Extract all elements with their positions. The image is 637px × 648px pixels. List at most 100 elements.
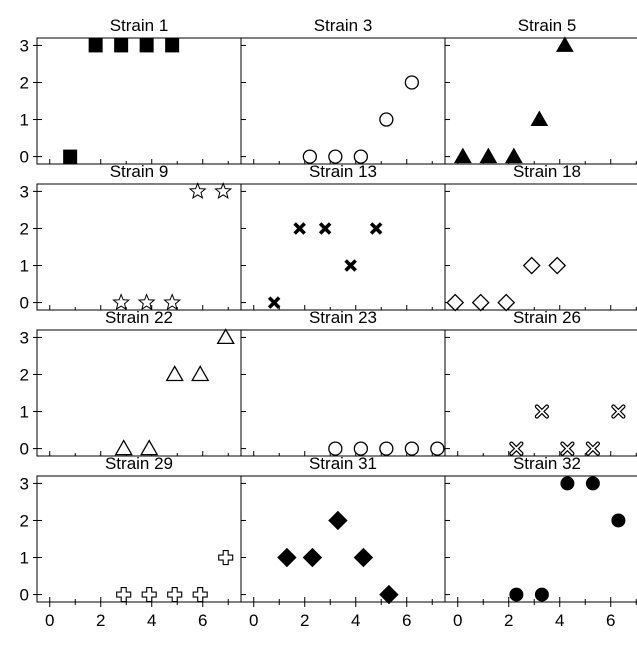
y-tick-label: 1 — [20, 549, 29, 568]
data-point — [277, 547, 297, 568]
data-point — [165, 38, 180, 53]
panel-frame — [36, 475, 242, 603]
y-tick-label: 1 — [20, 111, 29, 130]
data-point — [369, 222, 383, 235]
data-point — [137, 293, 156, 311]
y-tick-label: 1 — [20, 257, 29, 276]
panel-title: Strain 23 — [309, 308, 377, 327]
data-point — [585, 476, 600, 491]
y-tick-label: 3 — [20, 474, 29, 493]
panel-title: Strain 32 — [513, 454, 581, 473]
data-point — [114, 439, 133, 456]
y-tick-label: 3 — [20, 36, 29, 55]
data-point — [318, 222, 332, 235]
data-point — [504, 147, 523, 164]
data-point — [88, 38, 103, 53]
panel-frame — [36, 329, 242, 457]
data-point — [611, 513, 626, 528]
data-point — [114, 38, 129, 53]
x-tick-label: 6 — [402, 611, 411, 630]
data-point — [302, 547, 323, 568]
data-point — [267, 296, 281, 309]
y-tick-label: 3 — [20, 182, 29, 201]
data-point — [479, 147, 498, 164]
panel-strain-1: Strain 1 0 1 2 3 — [20, 16, 242, 167]
panel-title: Strain 18 — [513, 162, 581, 181]
data-point — [611, 404, 626, 419]
data-point — [328, 441, 343, 456]
data-point — [585, 441, 600, 456]
data-point — [302, 149, 318, 164]
data-point — [353, 149, 369, 164]
data-point — [560, 441, 575, 456]
panel-strain-22: Strain 22 0 1 2 3 — [20, 308, 242, 459]
x-tick-label: 2 — [300, 611, 309, 630]
panel-title: Strain 26 — [513, 308, 581, 327]
y-tick-label: 2 — [20, 73, 29, 92]
data-point — [534, 587, 549, 602]
panel-frame — [240, 183, 446, 311]
x-tick-label: 0 — [453, 611, 462, 630]
data-point — [404, 75, 420, 90]
data-point — [328, 149, 343, 164]
data-point — [430, 441, 445, 456]
panel-frame — [240, 37, 446, 165]
panel-frame — [36, 183, 242, 311]
data-point — [446, 293, 465, 312]
data-point — [163, 293, 182, 311]
data-point — [328, 510, 348, 531]
panel-title: Strain 9 — [110, 162, 169, 181]
panel-frame — [444, 329, 637, 457]
data-point — [379, 584, 399, 605]
panel-strain-26: Strain 26 — [444, 308, 637, 457]
data-point — [116, 587, 132, 603]
data-point — [140, 439, 159, 456]
data-point — [530, 110, 549, 127]
data-point — [214, 182, 233, 200]
x-tick-label: 4 — [147, 611, 156, 630]
data-point — [218, 549, 234, 566]
panel-strain-29: Strain 29 0 1 2 3 0 2 4 6 — [20, 454, 242, 630]
panel-strain-9: Strain 9 0 1 2 3 — [20, 162, 242, 313]
panel-strain-18: Strain 18 — [444, 162, 637, 312]
x-tick-label: 2 — [504, 611, 513, 630]
panel-strain-23: Strain 23 — [240, 308, 446, 457]
data-point — [191, 365, 210, 382]
data-point — [293, 222, 306, 235]
data-point — [139, 38, 154, 53]
y-tick-label: 2 — [20, 365, 29, 384]
data-point — [509, 441, 524, 456]
panel-frame — [36, 37, 242, 165]
panel-frame — [240, 329, 446, 457]
data-point — [353, 547, 374, 568]
panel-strain-31: Strain 31 0 2 4 6 — [240, 454, 446, 630]
data-point — [560, 476, 575, 491]
data-point — [453, 147, 472, 164]
y-tick-label: 3 — [20, 328, 29, 347]
panel-title: Strain 1 — [110, 16, 169, 35]
panel-title: Strain 29 — [105, 454, 173, 473]
y-tick-label: 2 — [20, 511, 29, 530]
panel-strain-13: Strain 13 — [240, 162, 446, 311]
panel-title: Strain 31 — [309, 454, 377, 473]
x-tick-label: 0 — [249, 611, 258, 630]
y-tick-label: 0 — [20, 440, 29, 459]
data-point — [471, 293, 490, 312]
data-point — [141, 587, 157, 603]
data-point — [509, 587, 524, 602]
panel-title: Strain 3 — [314, 16, 373, 35]
data-point — [344, 259, 357, 272]
y-tick-label: 0 — [20, 586, 29, 605]
data-point — [167, 587, 183, 603]
y-tick-label: 1 — [20, 403, 29, 422]
panel-title: Strain 5 — [518, 16, 577, 35]
x-tick-label: 2 — [96, 611, 105, 630]
data-point — [379, 441, 394, 456]
data-point — [379, 112, 394, 127]
x-tick-label: 0 — [45, 611, 54, 630]
panel-strain-3: Strain 3 — [240, 16, 446, 165]
data-point — [112, 293, 131, 311]
x-tick-label: 6 — [198, 611, 207, 630]
panel-frame — [240, 475, 446, 603]
